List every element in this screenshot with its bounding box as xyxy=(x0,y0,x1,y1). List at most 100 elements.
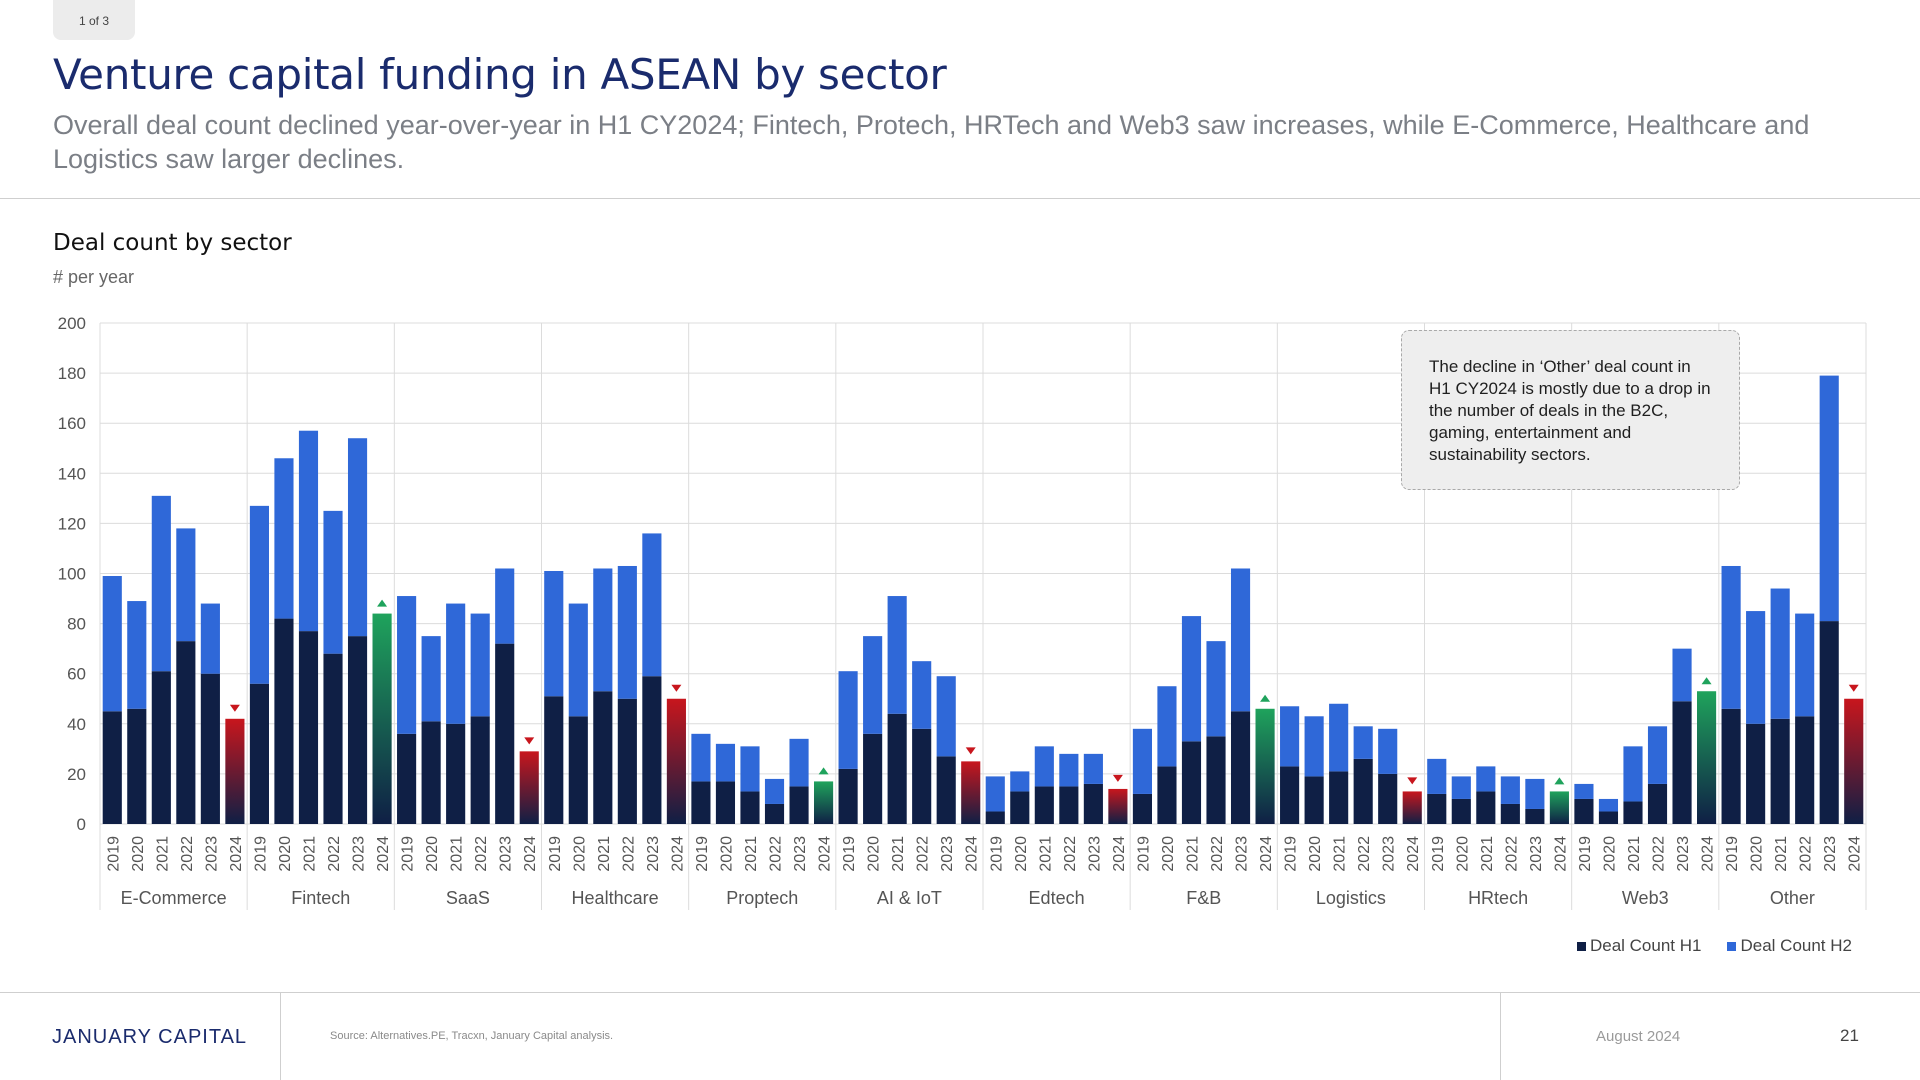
sector-label: E-Commerce xyxy=(121,888,227,908)
bar-h1 xyxy=(715,781,736,824)
x-year-label: 2023 xyxy=(1381,836,1398,872)
bar-h1-2024 xyxy=(961,761,981,824)
bar-h1 xyxy=(936,756,956,824)
sector-label: Logistics xyxy=(1316,888,1386,908)
decrease-arrow-icon xyxy=(524,737,535,745)
decrease-arrow-icon xyxy=(1112,774,1123,782)
bar-h2 xyxy=(1451,776,1471,799)
x-year-label: 2022 xyxy=(620,836,637,872)
x-year-label: 2019 xyxy=(694,836,711,872)
bar-h2 xyxy=(151,495,171,672)
x-year-label: 2023 xyxy=(351,836,368,872)
bar-h1-2024 xyxy=(1697,691,1717,824)
bar-h1-2024 xyxy=(1402,791,1422,824)
x-year-label: 2019 xyxy=(105,836,122,872)
bar-h2 xyxy=(985,776,1005,812)
bar-h2 xyxy=(1427,758,1447,794)
bar-h2 xyxy=(642,533,662,677)
bar-h2 xyxy=(249,505,269,684)
x-year-label: 2022 xyxy=(1062,836,1079,872)
bar-h2 xyxy=(1525,778,1545,809)
sector-label: Edtech xyxy=(1029,888,1085,908)
chart-title: Deal count by sector xyxy=(53,230,292,256)
x-year-label: 2022 xyxy=(1503,836,1520,872)
x-year-label: 2020 xyxy=(1749,836,1766,872)
bar-h2 xyxy=(421,636,441,722)
page-title: Venture capital funding in ASEAN by sect… xyxy=(53,50,947,99)
decrease-arrow-icon xyxy=(229,704,240,712)
bar-h1 xyxy=(1010,791,1030,824)
increase-arrow-icon xyxy=(1701,677,1712,685)
source-note: Source: Alternatives.PE, Tracxn, January… xyxy=(330,1030,614,1042)
bar-h2 xyxy=(1206,641,1226,737)
bar-h1 xyxy=(1770,718,1790,824)
x-year-label: 2020 xyxy=(571,836,588,872)
x-year-label: 2024 xyxy=(522,836,539,872)
bar-h1-2024 xyxy=(1549,791,1569,824)
bar-h1 xyxy=(1083,783,1103,824)
page-number: 21 xyxy=(1840,1026,1859,1045)
x-year-label: 2019 xyxy=(841,836,858,872)
legend-label-h1: Deal Count H1 xyxy=(1589,936,1702,955)
x-year-label: 2024 xyxy=(817,836,834,872)
bar-h1 xyxy=(1132,793,1152,824)
bar-h2 xyxy=(936,676,956,757)
legend-label-h2: Deal Count H2 xyxy=(1740,936,1852,955)
x-year-label: 2021 xyxy=(1332,836,1349,872)
bar-h1 xyxy=(1034,786,1054,824)
bar-h2 xyxy=(1280,706,1300,767)
x-year-label: 2020 xyxy=(1013,836,1030,872)
bar-h1 xyxy=(127,708,147,824)
bar-h1 xyxy=(200,673,220,824)
bar-h2 xyxy=(1476,766,1496,792)
x-year-label: 2020 xyxy=(1601,836,1618,872)
bar-h2 xyxy=(1598,798,1619,812)
bar-h1 xyxy=(298,631,319,824)
bar-h2 xyxy=(1500,776,1520,804)
bar-h1-2024 xyxy=(814,781,834,824)
bar-h1-2024 xyxy=(1844,698,1864,824)
bar-h2 xyxy=(1181,616,1202,742)
bar-h2 xyxy=(1574,783,1594,799)
x-year-label: 2019 xyxy=(1430,836,1447,872)
x-year-label: 2022 xyxy=(1651,836,1668,872)
y-tick-label: 0 xyxy=(77,815,86,834)
bar-h2 xyxy=(691,733,711,782)
other-sector-annotation: The decline in ‘Other’ deal count in H1 … xyxy=(1401,330,1740,490)
bar-h1 xyxy=(151,671,171,824)
bar-h1 xyxy=(1500,803,1520,824)
x-year-label: 2023 xyxy=(498,836,515,872)
bar-h1 xyxy=(1476,791,1496,824)
x-year-label: 2019 xyxy=(1724,836,1741,872)
bar-h2 xyxy=(347,438,368,637)
bar-h1 xyxy=(446,723,466,824)
page-subtitle: Overall deal count declined year-over-ye… xyxy=(53,110,1810,174)
bar-h1 xyxy=(1181,741,1202,824)
bar-h1 xyxy=(764,803,785,824)
bar-h2 xyxy=(1721,565,1741,709)
increase-arrow-icon xyxy=(377,599,388,607)
legend-item-h1: Deal Count H1 xyxy=(1576,936,1702,956)
x-year-label: 2021 xyxy=(596,836,613,872)
bar-h1 xyxy=(789,786,809,824)
bar-h1-2024 xyxy=(519,751,539,824)
y-tick-label: 180 xyxy=(58,364,86,383)
sector-label: Other xyxy=(1770,888,1815,908)
x-year-label: 2021 xyxy=(1773,836,1790,872)
bar-h2 xyxy=(1230,568,1251,712)
sector-label: HRtech xyxy=(1468,888,1528,908)
bar-h1 xyxy=(1280,766,1300,824)
bar-h2 xyxy=(740,746,760,792)
x-year-label: 2022 xyxy=(326,836,343,872)
x-year-label: 2021 xyxy=(1037,836,1054,872)
bar-h2 xyxy=(1034,746,1054,787)
x-year-label: 2022 xyxy=(1209,836,1226,872)
bar-h1 xyxy=(1623,801,1643,824)
report-date: August 2024 xyxy=(1596,1028,1681,1045)
bar-h1 xyxy=(691,781,711,824)
bar-h2 xyxy=(1795,613,1815,717)
y-tick-label: 200 xyxy=(58,314,86,333)
x-year-label: 2024 xyxy=(1552,836,1569,872)
chart-unit-label: # per year xyxy=(53,267,135,287)
bar-h1 xyxy=(1647,783,1668,824)
